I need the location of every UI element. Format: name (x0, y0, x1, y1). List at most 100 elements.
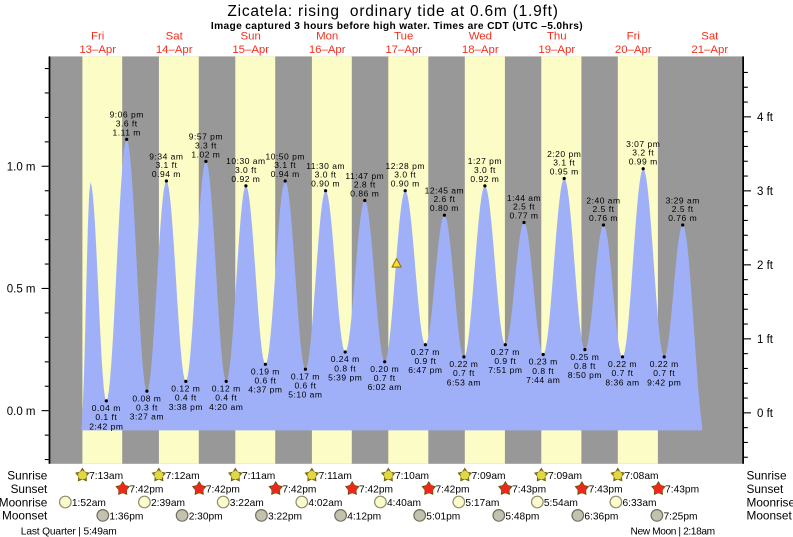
svg-text:5:39 pm: 5:39 pm (328, 372, 362, 382)
svg-text:0.8 ft: 0.8 ft (532, 366, 554, 376)
svg-text:9:42 pm: 9:42 pm (647, 377, 681, 387)
svg-text:9:06 pm: 9:06 pm (110, 110, 144, 120)
svg-text:0.80 m: 0.80 m (430, 203, 459, 213)
svg-text:3.0 ft: 3.0 ft (394, 170, 416, 180)
svg-text:21–Apr: 21–Apr (691, 44, 728, 56)
svg-text:1:36pm: 1:36pm (109, 511, 143, 522)
svg-text:11:30 am: 11:30 am (306, 161, 345, 171)
svg-text:0.3 ft: 0.3 ft (136, 402, 158, 412)
svg-text:2.5 ft: 2.5 ft (513, 202, 535, 212)
svg-text:3 ft: 3 ft (757, 186, 774, 198)
svg-text:15–Apr: 15–Apr (232, 44, 269, 56)
svg-text:7:43pm: 7:43pm (665, 485, 699, 496)
svg-text:7:11am: 7:11am (242, 471, 275, 482)
svg-text:1.02 m: 1.02 m (191, 149, 220, 159)
svg-text:Zicatela: rising ordinary tid: Zicatela: rising ordinary tide at 0.6m (… (227, 3, 558, 20)
svg-text:Last Quarter | 5:49am: Last Quarter | 5:49am (21, 526, 117, 537)
svg-text:3:38 pm: 3:38 pm (169, 402, 203, 412)
svg-text:9:34 am: 9:34 am (149, 151, 183, 161)
svg-text:18–Apr: 18–Apr (462, 44, 499, 56)
svg-text:Fri: Fri (91, 31, 104, 43)
svg-text:0.4 ft: 0.4 ft (215, 393, 237, 403)
svg-text:2:39am: 2:39am (151, 498, 185, 509)
svg-text:4:40am: 4:40am (387, 498, 421, 509)
svg-text:7:43pm: 7:43pm (512, 485, 546, 496)
svg-text:0.95 m: 0.95 m (550, 166, 579, 176)
svg-text:0.8 ft: 0.8 ft (574, 361, 596, 371)
svg-text:9:57 pm: 9:57 pm (189, 132, 223, 142)
svg-text:Moonrise: Moonrise (0, 495, 48, 509)
svg-text:3:27 am: 3:27 am (130, 412, 164, 422)
svg-text:7:42pm: 7:42pm (206, 485, 240, 496)
svg-text:3.2 ft: 3.2 ft (632, 148, 654, 158)
svg-text:7:25pm: 7:25pm (664, 511, 698, 522)
svg-text:0.24 m: 0.24 m (331, 354, 360, 364)
svg-text:1:27 pm: 1:27 pm (468, 156, 502, 166)
svg-text:6:53 am: 6:53 am (447, 377, 481, 387)
svg-text:0.12 m: 0.12 m (212, 384, 241, 394)
svg-text:8:50 pm: 8:50 pm (568, 370, 602, 380)
svg-text:0.76 m: 0.76 m (668, 213, 697, 223)
svg-text:Sun: Sun (241, 31, 261, 43)
svg-text:New Moon | 2:18am: New Moon | 2:18am (631, 526, 715, 537)
svg-text:0.92 m: 0.92 m (231, 174, 260, 184)
svg-text:7:42pm: 7:42pm (436, 485, 470, 496)
svg-text:0.90 m: 0.90 m (311, 179, 340, 189)
svg-text:0.0 m: 0.0 m (7, 406, 36, 418)
svg-text:5:10 am: 5:10 am (288, 390, 322, 400)
svg-text:Fri: Fri (627, 31, 640, 43)
svg-text:2 ft: 2 ft (757, 260, 774, 272)
svg-text:7:51 pm: 7:51 pm (488, 365, 522, 375)
svg-text:0.19 m: 0.19 m (251, 367, 280, 377)
svg-text:12:28 pm: 12:28 pm (385, 161, 424, 171)
svg-text:11:47 pm: 11:47 pm (345, 171, 384, 181)
svg-text:3.0 ft: 3.0 ft (474, 165, 496, 175)
svg-text:6:02 am: 6:02 am (368, 382, 402, 392)
svg-text:3:22am: 3:22am (230, 498, 264, 509)
svg-text:3.3 ft: 3.3 ft (195, 140, 217, 150)
svg-text:0.22 m: 0.22 m (449, 359, 478, 369)
svg-text:20–Apr: 20–Apr (615, 44, 652, 56)
svg-text:0.25 m: 0.25 m (570, 352, 599, 362)
svg-text:1 ft: 1 ft (757, 334, 774, 346)
svg-text:7:42pm: 7:42pm (359, 485, 393, 496)
svg-text:0.92 m: 0.92 m (470, 174, 499, 184)
svg-text:4:12pm: 4:12pm (347, 511, 381, 522)
svg-text:5:54am: 5:54am (544, 498, 578, 509)
svg-text:7:13am: 7:13am (89, 471, 123, 482)
svg-text:0.08 m: 0.08 m (132, 393, 161, 403)
svg-text:1.11 m: 1.11 m (113, 127, 141, 137)
svg-text:Sat: Sat (166, 31, 184, 43)
svg-text:1:44 am: 1:44 am (507, 193, 541, 203)
svg-text:3.6 ft: 3.6 ft (116, 118, 138, 128)
svg-text:Thu: Thu (547, 31, 567, 43)
svg-text:8:36 am: 8:36 am (605, 377, 639, 387)
svg-text:Tue: Tue (394, 31, 413, 43)
svg-text:0.94 m: 0.94 m (152, 169, 181, 179)
svg-text:7:44 am: 7:44 am (526, 375, 560, 385)
svg-text:0.4 ft: 0.4 ft (175, 393, 197, 403)
svg-text:2:20 pm: 2:20 pm (547, 149, 581, 159)
svg-text:Moonset: Moonset (747, 509, 793, 523)
svg-text:3.1 ft: 3.1 ft (274, 160, 296, 170)
svg-text:Sunset: Sunset (11, 482, 48, 496)
svg-text:19–Apr: 19–Apr (538, 44, 575, 56)
svg-text:7:10am: 7:10am (395, 471, 429, 482)
svg-text:16–Apr: 16–Apr (309, 44, 346, 56)
svg-text:5:48pm: 5:48pm (505, 511, 539, 522)
svg-text:5:01pm: 5:01pm (426, 511, 460, 522)
svg-text:0.90 m: 0.90 m (391, 179, 420, 189)
svg-text:0.1 ft: 0.1 ft (95, 412, 117, 422)
svg-text:2.5 ft: 2.5 ft (672, 204, 694, 214)
svg-text:0.22 m: 0.22 m (650, 359, 679, 369)
svg-text:7:42pm: 7:42pm (129, 485, 163, 496)
svg-text:4:02am: 4:02am (308, 498, 342, 509)
svg-text:3:22pm: 3:22pm (268, 511, 302, 522)
svg-text:0.12 m: 0.12 m (171, 384, 200, 394)
svg-text:0.6 ft: 0.6 ft (254, 376, 276, 386)
svg-text:13–Apr: 13–Apr (79, 44, 116, 56)
svg-text:4:37 pm: 4:37 pm (248, 385, 282, 395)
svg-text:7:12am: 7:12am (166, 471, 200, 482)
svg-text:3:29 am: 3:29 am (666, 195, 700, 205)
svg-text:5:17am: 5:17am (465, 498, 499, 509)
